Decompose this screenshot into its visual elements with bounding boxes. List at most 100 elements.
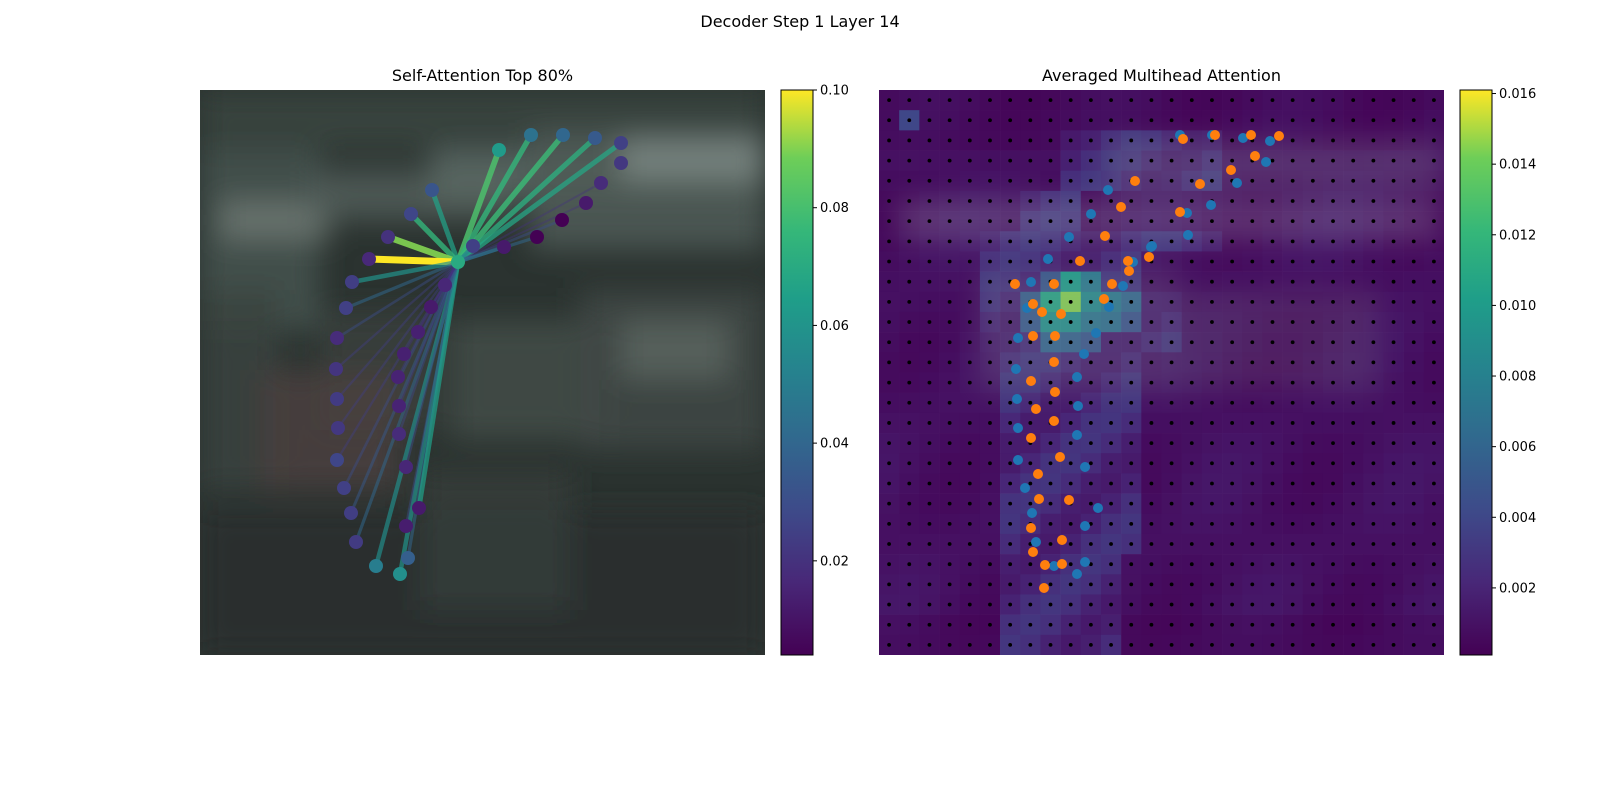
grid-dot [988, 178, 992, 183]
grid-dot [1149, 461, 1154, 466]
photo-region [620, 320, 730, 380]
grid-dot [907, 158, 912, 163]
attention-edge [336, 261, 459, 461]
grid-dot [1149, 360, 1154, 365]
grid-dot [1008, 199, 1013, 203]
orange-point [1123, 256, 1133, 266]
grid-dot [1149, 622, 1154, 627]
grid-dot [1310, 521, 1315, 526]
attention-edge [336, 261, 459, 400]
grid-dot [1008, 320, 1013, 324]
grid-dot [1391, 158, 1396, 163]
right-colorbar: 0.002 0.004 0.006 0.008 0.010 0.012 0.014 0.016 [1459, 87, 1536, 656]
grid-dot [1129, 199, 1134, 203]
grid-dot [1149, 158, 1154, 163]
grid-dot [1250, 380, 1255, 385]
grid-dot [1210, 320, 1214, 324]
grid-dot [1210, 380, 1214, 385]
grid-dot [988, 441, 992, 446]
grid-dot [1028, 118, 1033, 123]
grid-dot [1169, 461, 1174, 466]
left-panel-title: Self-Attention Top 80% [391, 66, 574, 85]
grid-dot [1230, 118, 1235, 123]
grid-dot [1088, 360, 1093, 365]
grid-dot [967, 320, 972, 324]
grid-dot [887, 239, 891, 244]
keypoint-marker [399, 460, 413, 474]
grid-dot [1109, 461, 1113, 466]
grid-dot [887, 622, 891, 627]
grid-dot [1290, 320, 1295, 324]
photo-region [420, 470, 570, 610]
grid-dot [1270, 219, 1275, 224]
grid-dot [1129, 643, 1134, 647]
grid-dot [947, 178, 952, 183]
grid-dot [1270, 582, 1275, 587]
keypoint-marker [330, 453, 344, 467]
grid-dot [1250, 178, 1255, 183]
grid-dot [1008, 582, 1013, 587]
grid-dot [1270, 562, 1275, 567]
grid-dot [887, 602, 891, 607]
keypoint-marker [497, 240, 511, 254]
grid-dot [988, 562, 992, 567]
keypoint-marker [451, 255, 465, 269]
grid-dot [1391, 461, 1396, 466]
grid-dot [1088, 501, 1093, 506]
attention-edge [456, 140, 623, 265]
grid-dot [1230, 521, 1235, 526]
grid-dot [1331, 582, 1335, 587]
grid-dot [1068, 602, 1073, 607]
grid-dot [1270, 320, 1275, 324]
attention-edge [349, 261, 460, 514]
grid-dot [1068, 98, 1073, 102]
grid-dot [927, 138, 932, 143]
grid-dot [1290, 602, 1295, 607]
grid-dot [927, 340, 932, 345]
grid-dot [1169, 562, 1174, 567]
photo-overlay-region [899, 200, 1439, 240]
grid-dot [1310, 542, 1315, 546]
grid-dot [907, 461, 912, 466]
attention-edge [345, 260, 459, 310]
grid-dot [1432, 239, 1436, 244]
grid-dot [1432, 219, 1436, 224]
grid-dot [1210, 481, 1214, 486]
grid-dot [1270, 118, 1275, 123]
grid-dot [887, 542, 891, 546]
grid-dot [1189, 400, 1194, 405]
attention-edge [417, 261, 459, 333]
grid-dot [1210, 521, 1214, 526]
grid-dot [1230, 622, 1235, 627]
grid-dot [1391, 643, 1396, 647]
grid-dot [1189, 178, 1194, 183]
attention-edge [386, 233, 460, 266]
grid-dot [1351, 562, 1356, 567]
grid-dot [1371, 259, 1376, 264]
grid-dot [1351, 320, 1356, 324]
grid-dot [1169, 299, 1174, 304]
grid-dot [1270, 239, 1275, 244]
grid-dot [1068, 622, 1073, 627]
attention-edge [429, 189, 461, 263]
right-colorbar-tick-label: 0.004 [1499, 511, 1536, 526]
grid-dot [1331, 199, 1335, 203]
orange-point [1050, 387, 1060, 397]
grid-dot [927, 199, 932, 203]
grid-dot [1310, 279, 1315, 284]
blue-point [1072, 372, 1082, 382]
grid-dot [1310, 138, 1315, 143]
grid-dot [1149, 421, 1154, 425]
grid-dot [1210, 158, 1214, 163]
grid-dot [1391, 118, 1396, 123]
grid-dot [1109, 219, 1113, 224]
grid-dot [907, 118, 912, 123]
grid-dot [887, 360, 891, 365]
blue-point [1118, 281, 1128, 291]
grid-dot [1230, 542, 1235, 546]
grid-dot [1270, 602, 1275, 607]
grid-dot [1109, 158, 1113, 163]
keypoint-marker [337, 481, 351, 495]
grid-dot [1371, 279, 1376, 284]
keypoint-marker [331, 421, 345, 435]
